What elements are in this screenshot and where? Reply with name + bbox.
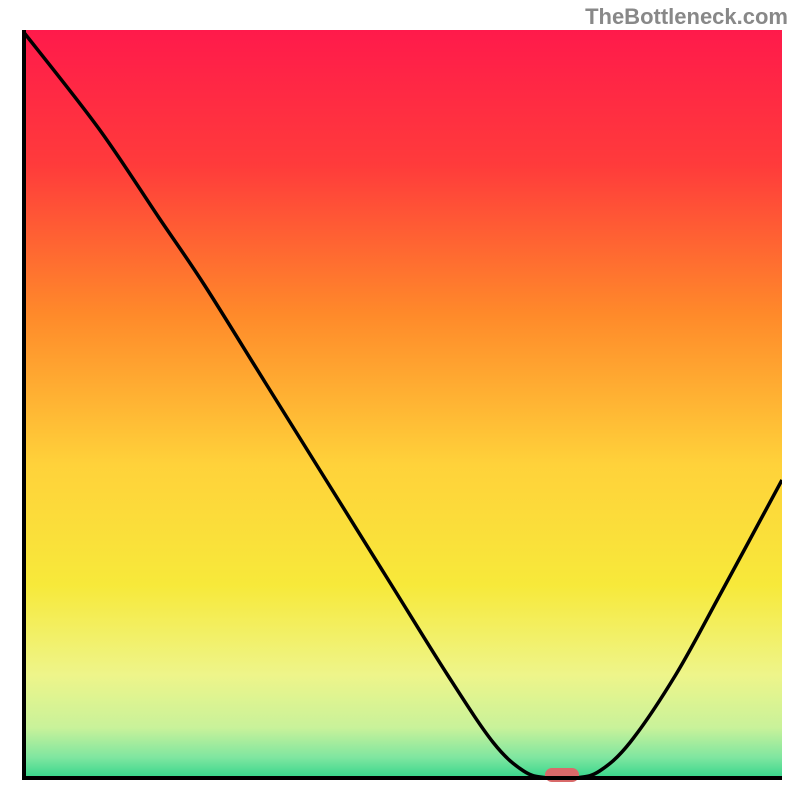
gradient-background (22, 30, 782, 780)
y-axis-line (22, 30, 26, 780)
watermark-text: TheBottleneck.com (585, 4, 788, 30)
chart-container: TheBottleneck.com (0, 0, 800, 800)
x-axis-line (22, 776, 782, 780)
plot-area (22, 30, 782, 780)
